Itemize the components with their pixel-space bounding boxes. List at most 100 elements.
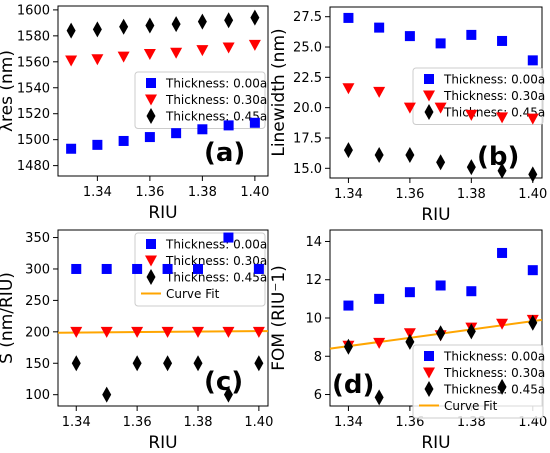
data-point — [197, 13, 207, 30]
y-tick-label: 25.0 — [293, 41, 322, 56]
data-point — [435, 280, 446, 291]
legend-marker — [423, 367, 435, 379]
data-point — [222, 42, 235, 54]
legend-label: Thickness: 0.00a — [165, 238, 267, 252]
y-tick-label: 350 — [25, 231, 50, 246]
data-point — [374, 146, 384, 163]
x-tick-label: 1.40 — [244, 415, 273, 430]
x-axis-label: RIU — [421, 205, 450, 225]
data-point — [223, 386, 233, 403]
panel-label: (d) — [332, 370, 374, 400]
x-tick-label: 1.38 — [457, 187, 486, 202]
data-point — [196, 45, 209, 57]
x-tick-label: 1.38 — [184, 415, 213, 430]
data-point — [100, 326, 113, 338]
data-point — [528, 166, 538, 183]
data-point — [132, 263, 143, 274]
x-tick-label: 1.38 — [457, 415, 486, 430]
data-point — [404, 287, 415, 298]
legend-marker — [423, 90, 435, 102]
y-axis-label: λres (nm) — [0, 50, 17, 132]
data-point — [343, 142, 353, 159]
data-point — [101, 263, 112, 274]
data-point — [403, 102, 416, 114]
x-tick-label: 1.40 — [518, 187, 547, 202]
panel-label: (c) — [204, 367, 243, 397]
data-point — [435, 38, 446, 49]
x-tick-label: 1.36 — [395, 187, 424, 202]
data-point — [405, 146, 415, 163]
data-point — [496, 112, 509, 124]
data-point — [497, 247, 508, 258]
data-point — [163, 355, 173, 372]
data-point — [192, 326, 204, 338]
data-point — [91, 54, 104, 66]
data-point — [374, 389, 384, 406]
legend-box — [412, 344, 544, 419]
data-point — [143, 49, 156, 61]
data-point — [70, 326, 83, 338]
y-tick-label: 100 — [25, 388, 50, 403]
x-tick-label: 1.40 — [518, 415, 547, 430]
data-point — [193, 263, 203, 274]
y-tick-label: 15.0 — [293, 162, 322, 177]
y-tick-label: 17.5 — [293, 131, 322, 146]
x-tick-label: 1.36 — [123, 415, 152, 430]
panel-3: 1.34 1.36 1.38 1.40 6 8 10 12 14 RIU FOM (RIU⁻1) Th… — [269, 229, 547, 453]
legend-label: Curve Fit — [166, 287, 220, 301]
y-tick-label: 1480 — [17, 159, 50, 174]
data-point — [131, 326, 144, 338]
data-point — [170, 47, 183, 59]
data-point — [526, 113, 539, 125]
x-axis-label: RIU — [148, 433, 177, 453]
y-tick-label: 6 — [314, 388, 322, 403]
legend-box — [412, 67, 544, 125]
data-point — [223, 120, 234, 131]
x-axis-label: RIU — [421, 433, 450, 453]
data-point — [171, 16, 181, 33]
data-point — [434, 102, 447, 114]
legend-marker — [145, 94, 157, 106]
legend-label: Curve Fit — [444, 399, 498, 413]
data-point — [405, 333, 415, 350]
data-point — [71, 355, 81, 372]
data-point — [343, 338, 353, 355]
legend-label: Thickness: 0.45a — [165, 271, 267, 285]
data-point — [465, 109, 478, 121]
y-tick-label: 200 — [25, 325, 50, 340]
data-point — [193, 355, 203, 372]
legend-label: Thickness: 0.30a — [165, 93, 267, 107]
legend-label: Thickness: 0.30a — [443, 89, 545, 103]
legend-marker — [146, 239, 156, 249]
x-axis-label: RIU — [148, 203, 177, 223]
legend-label: Thickness: 0.45a — [165, 110, 267, 124]
y-tick-label: 1540 — [17, 81, 50, 96]
panel-1: 1.34 1.36 1.38 1.40 15.0 17.5 20.0 22.5 25.0 27.5… — [269, 6, 547, 225]
data-point — [117, 51, 130, 63]
legend-label: Thickness: 0.30a — [443, 366, 545, 380]
legend-label: Thickness: 0.00a — [165, 77, 267, 91]
curve-fit-line — [329, 318, 543, 350]
curve-fit-line — [57, 330, 269, 334]
x-tick-label: 1.40 — [240, 185, 269, 200]
data-point — [404, 31, 415, 42]
data-point — [527, 265, 538, 276]
data-point — [65, 55, 78, 67]
data-point — [171, 128, 182, 139]
data-point — [102, 386, 112, 403]
data-point — [253, 263, 264, 274]
legend-label: Thickness: 0.45a — [443, 106, 545, 120]
legend-label: Thickness: 0.00a — [443, 350, 545, 364]
data-point — [374, 293, 385, 304]
data-point — [496, 318, 509, 330]
y-tick-label: 12 — [305, 273, 322, 288]
data-point — [66, 22, 76, 39]
y-tick-label: 1520 — [17, 107, 50, 122]
legend-label: Thickness: 0.00a — [443, 73, 545, 87]
data-point — [249, 117, 260, 128]
legend-marker — [424, 104, 434, 120]
y-axis-label: FOM (RIU⁻1) — [269, 265, 289, 371]
data-point — [466, 323, 476, 340]
y-tick-label: 300 — [25, 262, 50, 277]
plot-area — [57, 5, 269, 177]
